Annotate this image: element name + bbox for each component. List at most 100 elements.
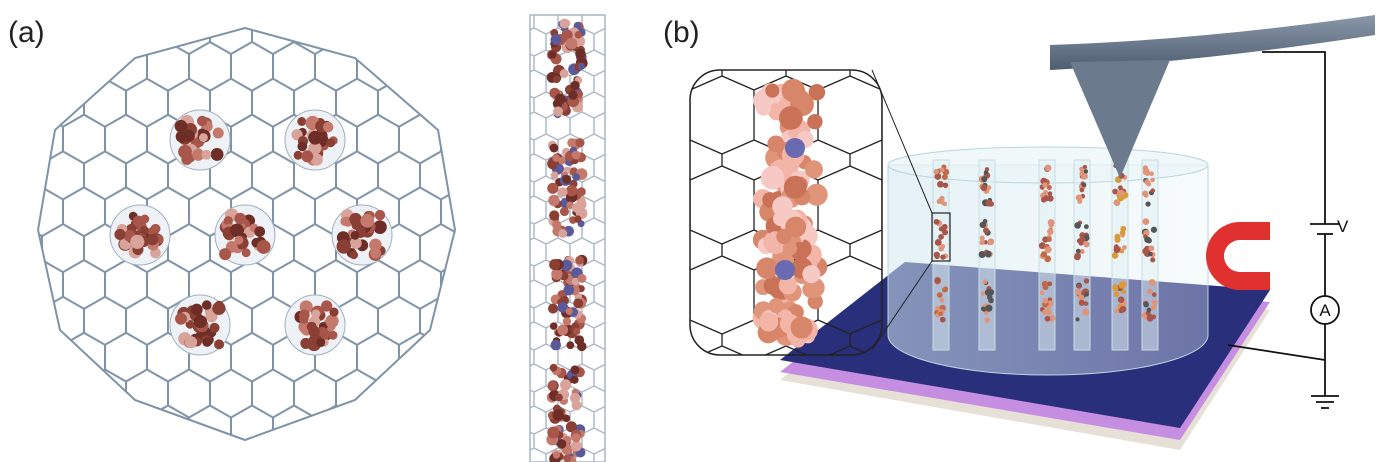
atom (140, 214, 150, 224)
atom (562, 317, 572, 326)
atom (765, 83, 780, 98)
atom (1047, 281, 1052, 287)
atom (941, 287, 947, 293)
atom (190, 303, 203, 316)
atom (939, 316, 946, 323)
atom (192, 148, 205, 161)
atom (1083, 278, 1090, 284)
atom (1121, 289, 1126, 294)
atom (979, 239, 985, 246)
atom (937, 180, 944, 188)
atom (940, 200, 946, 206)
atom (550, 171, 559, 180)
atom (193, 314, 207, 329)
atom (1143, 301, 1149, 308)
ammeter (1310, 295, 1340, 325)
atom (555, 164, 564, 173)
atom (1083, 301, 1089, 306)
atom (570, 440, 582, 452)
atom (758, 312, 779, 332)
atom (577, 273, 587, 283)
atom (933, 169, 939, 175)
atom (212, 301, 226, 315)
atom (558, 229, 568, 238)
atom (547, 426, 560, 439)
atom (298, 320, 311, 333)
atom (570, 80, 580, 91)
atom (934, 173, 941, 180)
atom (985, 304, 993, 312)
atom (1144, 179, 1150, 185)
wire-tube (932, 159, 950, 351)
atom (1150, 188, 1156, 193)
atom (1046, 237, 1052, 242)
atom (933, 251, 940, 258)
atom (1076, 238, 1083, 244)
atom (1150, 177, 1155, 183)
atom (1119, 305, 1127, 313)
atom (1081, 182, 1087, 188)
atom (311, 309, 321, 319)
atom (775, 260, 795, 280)
atom (573, 298, 584, 309)
wire (1227, 51, 1326, 396)
atom (1146, 307, 1152, 313)
atom (182, 129, 195, 142)
atom (310, 153, 323, 166)
molecule-clusters (109, 109, 393, 356)
atom (934, 277, 941, 284)
atom (1083, 224, 1089, 230)
atom (562, 414, 571, 423)
atom (1117, 189, 1125, 197)
atom (174, 119, 188, 133)
panel-label: (b) (663, 16, 700, 49)
atom (985, 199, 993, 207)
atom (559, 69, 569, 79)
atom (1075, 288, 1082, 296)
atom (308, 325, 320, 337)
atom (573, 327, 581, 335)
atom (293, 150, 303, 160)
atom (756, 257, 778, 280)
atom (1079, 249, 1085, 255)
atom (1043, 189, 1048, 195)
column-molecules (546, 18, 588, 462)
atom (1151, 314, 1157, 320)
atom (563, 284, 575, 296)
atom (1117, 296, 1125, 303)
atom (1113, 199, 1121, 207)
atom (1120, 225, 1127, 232)
atom (1114, 308, 1120, 314)
magnet (1206, 222, 1270, 290)
atom (566, 341, 575, 350)
atom (340, 216, 350, 226)
atom (1111, 252, 1119, 259)
atom (369, 238, 382, 252)
atom (1146, 237, 1152, 244)
atom (790, 316, 813, 339)
atom (1142, 165, 1149, 171)
atom (1151, 292, 1157, 297)
atom (202, 337, 212, 347)
atom (939, 297, 945, 303)
atom (986, 185, 992, 190)
atom (782, 241, 798, 256)
atom (572, 173, 581, 182)
atom (979, 235, 985, 241)
atom (349, 237, 362, 250)
panel-label: (a) (8, 16, 45, 49)
atom (571, 433, 581, 443)
atom (940, 254, 946, 260)
atom (756, 100, 771, 116)
atom (575, 255, 584, 265)
atom (201, 300, 212, 310)
atom (1075, 194, 1083, 201)
atom (979, 221, 987, 229)
atom (978, 250, 986, 258)
atom (980, 306, 986, 312)
atom (1143, 192, 1149, 198)
atom (936, 292, 943, 298)
atom (557, 324, 569, 336)
atom (210, 147, 224, 161)
atom (785, 216, 807, 238)
